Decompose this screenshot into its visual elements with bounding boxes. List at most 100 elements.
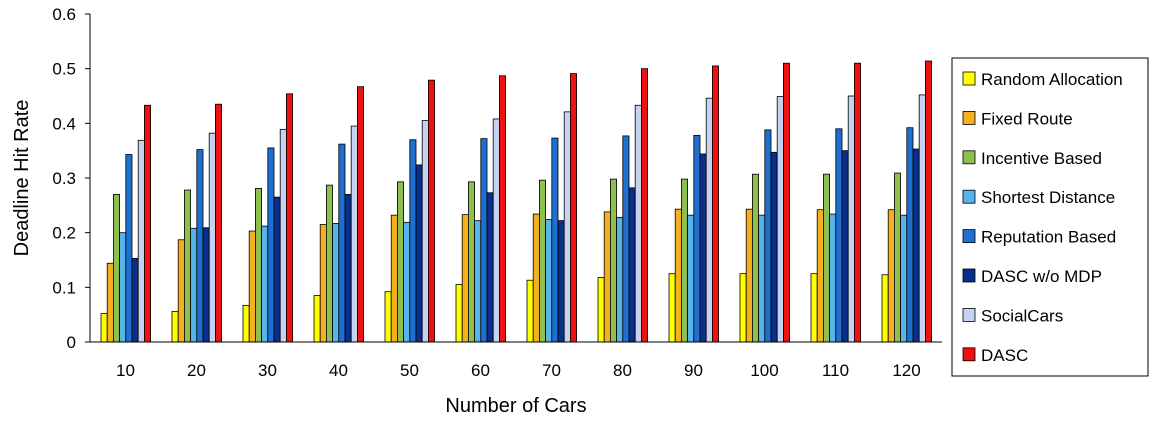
legend-label: Reputation Based [981,228,1116,247]
y-axis-title: Deadline Hit Rate [11,100,33,257]
bar-fixed-route-40 [319,224,327,343]
bar-shortest-distance-90 [687,214,695,343]
bar-reputation-based-110 [835,128,843,343]
bar-fixed-route-90 [674,208,682,343]
bar-shortest-distance-70 [545,219,553,343]
bar-random-allocation-100 [739,273,747,343]
bar-reputation-based-120 [906,127,914,343]
x-tick-label: 60 [471,361,490,380]
bar-random-allocation-90 [668,273,676,343]
bar-random-allocation-10 [100,313,108,343]
bar-reputation-based-60 [480,138,488,343]
bar-dasc-80 [641,68,649,343]
bars-group [100,60,933,343]
bar-shortest-distance-120 [900,214,908,343]
bar-incentive-based-90 [681,178,689,343]
legend-label: SocialCars [981,306,1063,325]
bar-dasc-100 [783,62,791,343]
x-axis-title: Number of Cars [445,395,586,417]
bar-dasc-w-o-mdp-50 [415,164,423,343]
bar-dasc-110 [854,62,862,343]
bar-dasc-w-o-mdp-70 [557,220,565,343]
x-tick-label: 120 [892,361,920,380]
legend-swatch [962,189,976,204]
bar-reputation-based-50 [409,139,417,343]
bar-reputation-based-10 [125,154,133,343]
legend-swatch [962,111,976,125]
bar-fixed-route-30 [248,230,256,343]
bar-shortest-distance-110 [829,213,837,343]
bar-socialcars-120 [918,94,926,343]
bar-shortest-distance-10 [119,232,127,343]
bar-random-allocation-30 [242,304,250,343]
x-tick-label: 20 [187,361,206,380]
bar-socialcars-60 [492,118,500,343]
bar-reputation-based-20 [196,149,204,343]
x-tick-label: 30 [258,361,277,380]
bar-reputation-based-40 [338,143,346,343]
legend-swatch [962,229,976,244]
bar-dasc-70 [570,73,578,343]
bar-incentive-based-80 [610,178,618,343]
legend-swatch [962,347,976,362]
legend-label: Incentive Based [981,149,1102,168]
bar-shortest-distance-20 [190,227,198,343]
x-tick-label: 80 [613,361,632,380]
legend-label: Random Allocation [981,70,1123,89]
bar-dasc-30 [285,93,293,343]
x-tick-label: 40 [329,361,348,380]
bar-dasc-120 [925,60,933,343]
bar-fixed-route-80 [603,211,611,343]
bar-fixed-route-20 [177,239,185,343]
bar-dasc-w-o-mdp-10 [131,257,139,343]
bar-dasc-w-o-mdp-110 [841,150,849,343]
bar-reputation-based-70 [551,137,559,343]
x-tick-label: 90 [684,361,703,380]
bar-incentive-based-110 [823,173,831,343]
bar-socialcars-80 [634,104,642,343]
bar-fixed-route-60 [461,214,469,343]
bar-random-allocation-40 [313,295,321,343]
bar-dasc-50 [427,79,435,343]
bar-socialcars-20 [208,132,216,343]
bar-incentive-based-10 [113,193,121,343]
bar-random-allocation-120 [881,274,889,343]
bar-fixed-route-50 [390,214,398,343]
legend-swatch [962,71,976,86]
x-tick-label: 100 [750,361,778,380]
bar-dasc-40 [356,86,364,343]
legend-frame [951,57,1149,377]
bar-dasc-w-o-mdp-80 [628,187,636,343]
legend: Random Allocation Fixed Route Incentive Ba… [951,57,1149,377]
y-tick-label: 0.3 [52,169,76,188]
bar-random-allocation-80 [597,277,605,343]
bar-socialcars-70 [563,111,571,343]
y-tick-labels: 0 0.1 0.2 0.3 0.4 0.5 0.6 [52,5,90,352]
bar-fixed-route-10 [106,262,114,343]
bar-socialcars-40 [350,125,358,343]
bar-fixed-route-120 [887,209,895,343]
bar-incentive-based-30 [254,187,262,343]
bar-dasc-w-o-mdp-100 [770,151,778,343]
x-tick-label: 110 [822,361,849,380]
legend-label: Shortest Distance [981,188,1115,207]
y-tick-label: 0.2 [52,224,76,243]
bar-random-allocation-70 [526,279,534,343]
bar-dasc-90 [712,65,720,343]
y-tick-label: 0.4 [52,114,76,133]
bar-dasc-w-o-mdp-40 [344,193,352,343]
legend-swatch [962,307,976,322]
bar-incentive-based-20 [183,189,191,343]
bar-random-allocation-60 [455,284,463,343]
y-tick-label: 0.5 [52,60,76,79]
bar-incentive-based-50 [396,181,404,343]
bar-incentive-based-60 [467,181,475,343]
y-tick-label: 0 [67,333,76,352]
bar-reputation-based-100 [764,129,772,343]
legend-label: Fixed Route [981,109,1073,128]
bar-dasc-w-o-mdp-20 [202,227,210,343]
bar-incentive-based-120 [894,172,902,343]
bar-dasc-w-o-mdp-60 [486,192,494,343]
bar-dasc-20 [214,103,222,343]
